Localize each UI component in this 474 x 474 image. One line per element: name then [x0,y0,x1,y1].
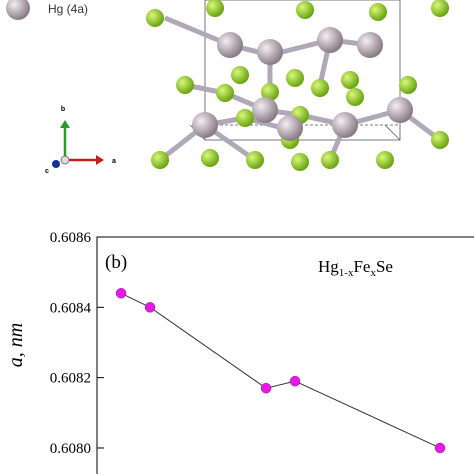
y-tick-label: 0.6080 [50,441,91,457]
data-point [144,302,156,313]
y-axis-label: a, nm [5,323,27,367]
y-tick-label: 0.6082 [50,371,91,387]
annotation-part: Se [376,257,393,276]
annotation: Hg1-xFexSe [318,257,393,279]
annotation-part: 1-x [339,267,354,279]
annotation-part: Fe [353,257,370,276]
panel-label: (b) [105,252,127,273]
structure-legend-label: Hg (4a) [48,2,88,16]
axis-label: b [61,106,65,113]
series-line [120,292,441,449]
axis-label: a [112,158,116,165]
y-tick-label: 0.6086 [50,230,92,246]
data-point [289,375,301,387]
y-tick-label: 0.6084 [50,300,92,316]
annotation-part: Hg [318,257,339,276]
axis-label: c [45,168,49,175]
plot-frame [96,236,474,474]
data-point [115,288,127,299]
annotation-part: x [370,267,376,279]
data-point [434,442,446,454]
data-point [260,382,272,394]
crystal-structure [6,0,449,171]
